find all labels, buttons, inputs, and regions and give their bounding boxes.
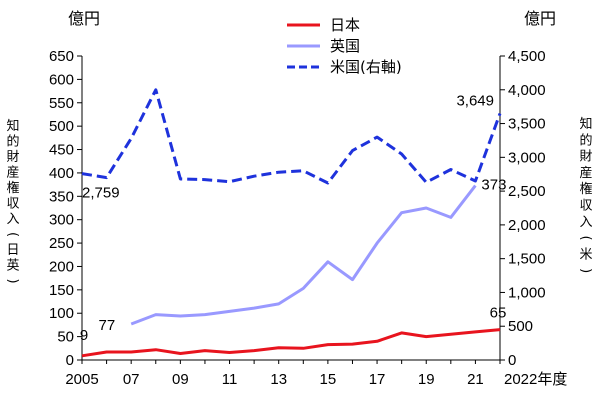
ylabel-char: 日 bbox=[6, 243, 19, 258]
ylabel-char: 知 bbox=[579, 116, 592, 132]
right-unit-label: 億円 bbox=[524, 9, 556, 28]
y-right-tick-label: 3,500 bbox=[508, 116, 546, 133]
y-left-tick-label: 100 bbox=[49, 305, 74, 322]
y-left-tick-label: 150 bbox=[49, 282, 74, 299]
y-left-tick-label: 400 bbox=[49, 165, 74, 182]
y-right-tick-label: 4,500 bbox=[508, 48, 546, 65]
legend-label: 英国 bbox=[330, 37, 360, 55]
ylabel-char: 入 bbox=[579, 215, 592, 230]
axes: 0501001502002503003504004505005506006500… bbox=[5, 9, 593, 388]
y-left-tick-label: 450 bbox=[49, 142, 74, 159]
ylabel-char: 知 bbox=[6, 118, 19, 134]
ylabel-char: 産 bbox=[579, 165, 592, 181]
x-tick-label: 19 bbox=[418, 371, 435, 388]
y-left-tick-label: 500 bbox=[49, 118, 74, 135]
y-right-tick-label: 1,500 bbox=[508, 251, 546, 268]
y-left-tick-label: 600 bbox=[49, 71, 74, 88]
series-lines bbox=[81, 88, 502, 358]
y-left-tick-label: 650 bbox=[49, 48, 74, 65]
legend-label: 米国(右軸) bbox=[330, 58, 402, 76]
y-left-tick-label: 550 bbox=[49, 95, 74, 112]
series-line-米国(右軸) bbox=[81, 88, 502, 185]
x-tick-label: 17 bbox=[369, 371, 386, 388]
y-left-tick-label: 50 bbox=[57, 329, 74, 346]
y-left-tick-label: 250 bbox=[49, 235, 74, 252]
x-tick-label: 07 bbox=[123, 371, 140, 388]
data-label: 3,649 bbox=[456, 92, 494, 109]
y-right-tick-label: 3,000 bbox=[508, 149, 546, 166]
data-label: 9 bbox=[80, 327, 88, 344]
x-tick-label: 2005 bbox=[65, 371, 98, 388]
y-left-tick-label: 350 bbox=[49, 188, 74, 205]
ylabel-char: ) bbox=[578, 268, 593, 273]
ylabel-char: 産 bbox=[6, 165, 19, 181]
y-right-tick-label: 4,000 bbox=[508, 82, 546, 99]
data-label: 2,759 bbox=[82, 185, 120, 202]
ylabel-char: 収 bbox=[579, 199, 592, 214]
data-label: 77 bbox=[98, 317, 115, 334]
x-tick-label: 2022年度 bbox=[504, 371, 567, 388]
y-right-tick-label: 2,000 bbox=[508, 217, 546, 234]
legend-label: 日本 bbox=[330, 16, 360, 34]
y-left-tick-label: 0 bbox=[66, 352, 74, 369]
data-label: 65 bbox=[490, 305, 507, 322]
x-tick-label: 09 bbox=[172, 371, 189, 388]
data-labels: 9 65 77 373 2,759 3,649 bbox=[80, 92, 507, 343]
ylabel-char: 財 bbox=[579, 150, 592, 165]
ylabel-char: ( bbox=[5, 232, 20, 237]
ylabel-char: ( bbox=[578, 236, 593, 241]
x-tick-label: 13 bbox=[270, 371, 287, 388]
y-left-tick-label: 200 bbox=[49, 258, 74, 275]
y-left-tick-label: 300 bbox=[49, 212, 74, 229]
x-tick-label: 15 bbox=[320, 371, 337, 388]
series-line-英国 bbox=[130, 184, 477, 326]
x-tick-label: 11 bbox=[222, 371, 238, 388]
ylabel-char: 収 bbox=[6, 197, 19, 212]
x-tick-label: 21 bbox=[467, 371, 484, 388]
ylabel-char: 入 bbox=[6, 212, 19, 227]
series-line-日本 bbox=[81, 328, 501, 358]
ylabel-char: 英 bbox=[6, 259, 19, 274]
ylabel-char: ) bbox=[5, 278, 20, 283]
ylabel-char: 権 bbox=[579, 181, 592, 197]
ylabel-char: 的 bbox=[579, 132, 592, 148]
ylabel-char: 的 bbox=[6, 134, 19, 150]
data-label: 373 bbox=[481, 177, 506, 194]
y-right-tick-label: 500 bbox=[508, 318, 533, 335]
y-right-tick-label: 0 bbox=[508, 352, 516, 369]
y-right-tick-label: 1,000 bbox=[508, 284, 546, 301]
ylabel-char: 米 bbox=[579, 247, 592, 262]
y-right-tick-label: 2,500 bbox=[508, 183, 546, 200]
left-unit-label: 億円 bbox=[68, 9, 100, 28]
ylabel-char: 財 bbox=[6, 150, 19, 165]
ylabel-char: 権 bbox=[6, 180, 19, 196]
